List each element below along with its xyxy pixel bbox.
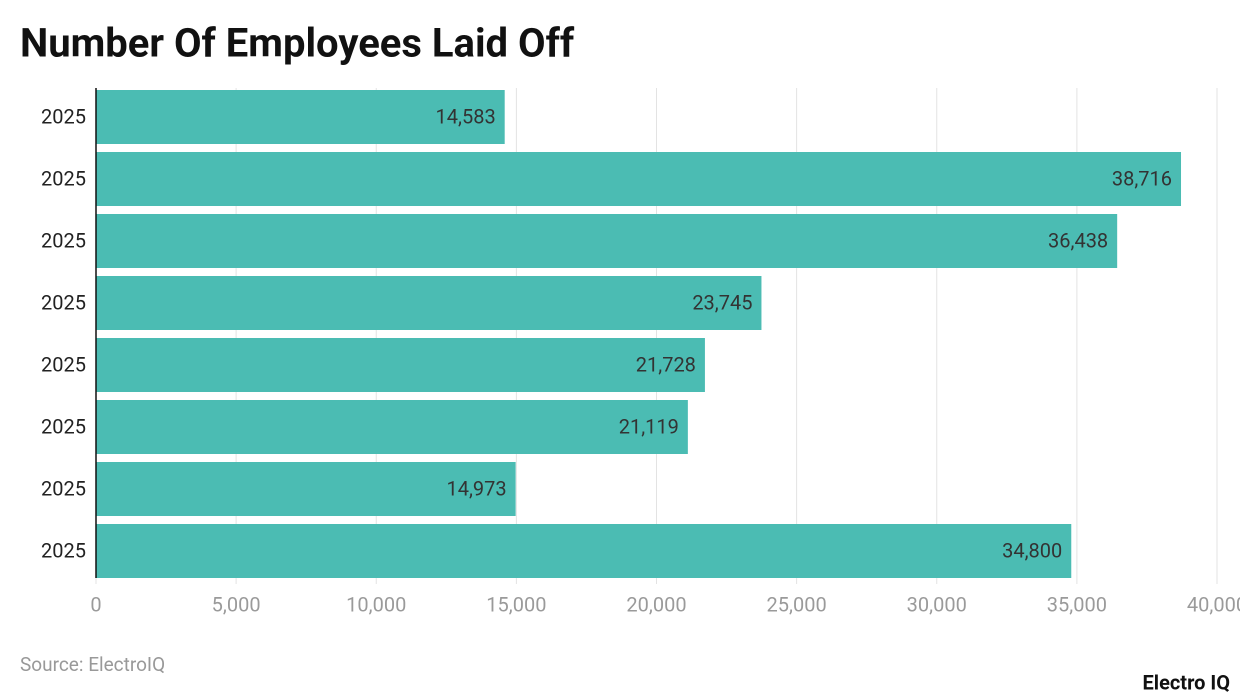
- y-tick-label: 2025: [41, 352, 86, 376]
- x-tick-label: 20,000: [626, 592, 686, 616]
- x-tick-label: 0: [90, 592, 101, 616]
- x-tick-label: 30,000: [907, 592, 967, 616]
- source: Source: ElectroIQ: [20, 653, 165, 676]
- value-label: 34,800: [1002, 538, 1062, 562]
- y-tick-label: 2025: [41, 538, 86, 562]
- chart-title: Number Of Employees Laid Off: [20, 20, 575, 67]
- bar: [96, 400, 688, 454]
- x-tick-label: 40,000: [1187, 592, 1240, 616]
- bar: [96, 338, 705, 392]
- x-tick-label: 10,000: [346, 592, 406, 616]
- bar: [96, 276, 762, 330]
- x-tick-label: 25,000: [767, 592, 827, 616]
- y-tick-label: 2025: [41, 414, 86, 438]
- brand: Electro IQ: [1143, 670, 1230, 694]
- x-tick-label: 5,000: [212, 592, 261, 616]
- value-label: 14,583: [436, 104, 496, 128]
- value-label: 36,438: [1048, 228, 1108, 252]
- y-tick-label: 2025: [41, 166, 86, 190]
- value-label: 21,119: [619, 414, 679, 438]
- x-tick-label: 15,000: [486, 592, 546, 616]
- y-tick-label: 2025: [41, 104, 86, 128]
- value-label: 21,728: [636, 352, 696, 376]
- bar: [96, 214, 1118, 268]
- x-tick-label: 35,000: [1047, 592, 1107, 616]
- bar: [96, 524, 1072, 578]
- y-tick-label: 2025: [41, 228, 86, 252]
- value-label: 38,716: [1112, 166, 1172, 190]
- value-label: 14,973: [446, 476, 506, 500]
- bar: [96, 462, 516, 516]
- y-tick-label: 2025: [41, 476, 86, 500]
- bar: [96, 90, 505, 144]
- y-tick-label: 2025: [41, 290, 86, 314]
- value-label: 23,745: [692, 290, 752, 314]
- bar: [96, 152, 1182, 206]
